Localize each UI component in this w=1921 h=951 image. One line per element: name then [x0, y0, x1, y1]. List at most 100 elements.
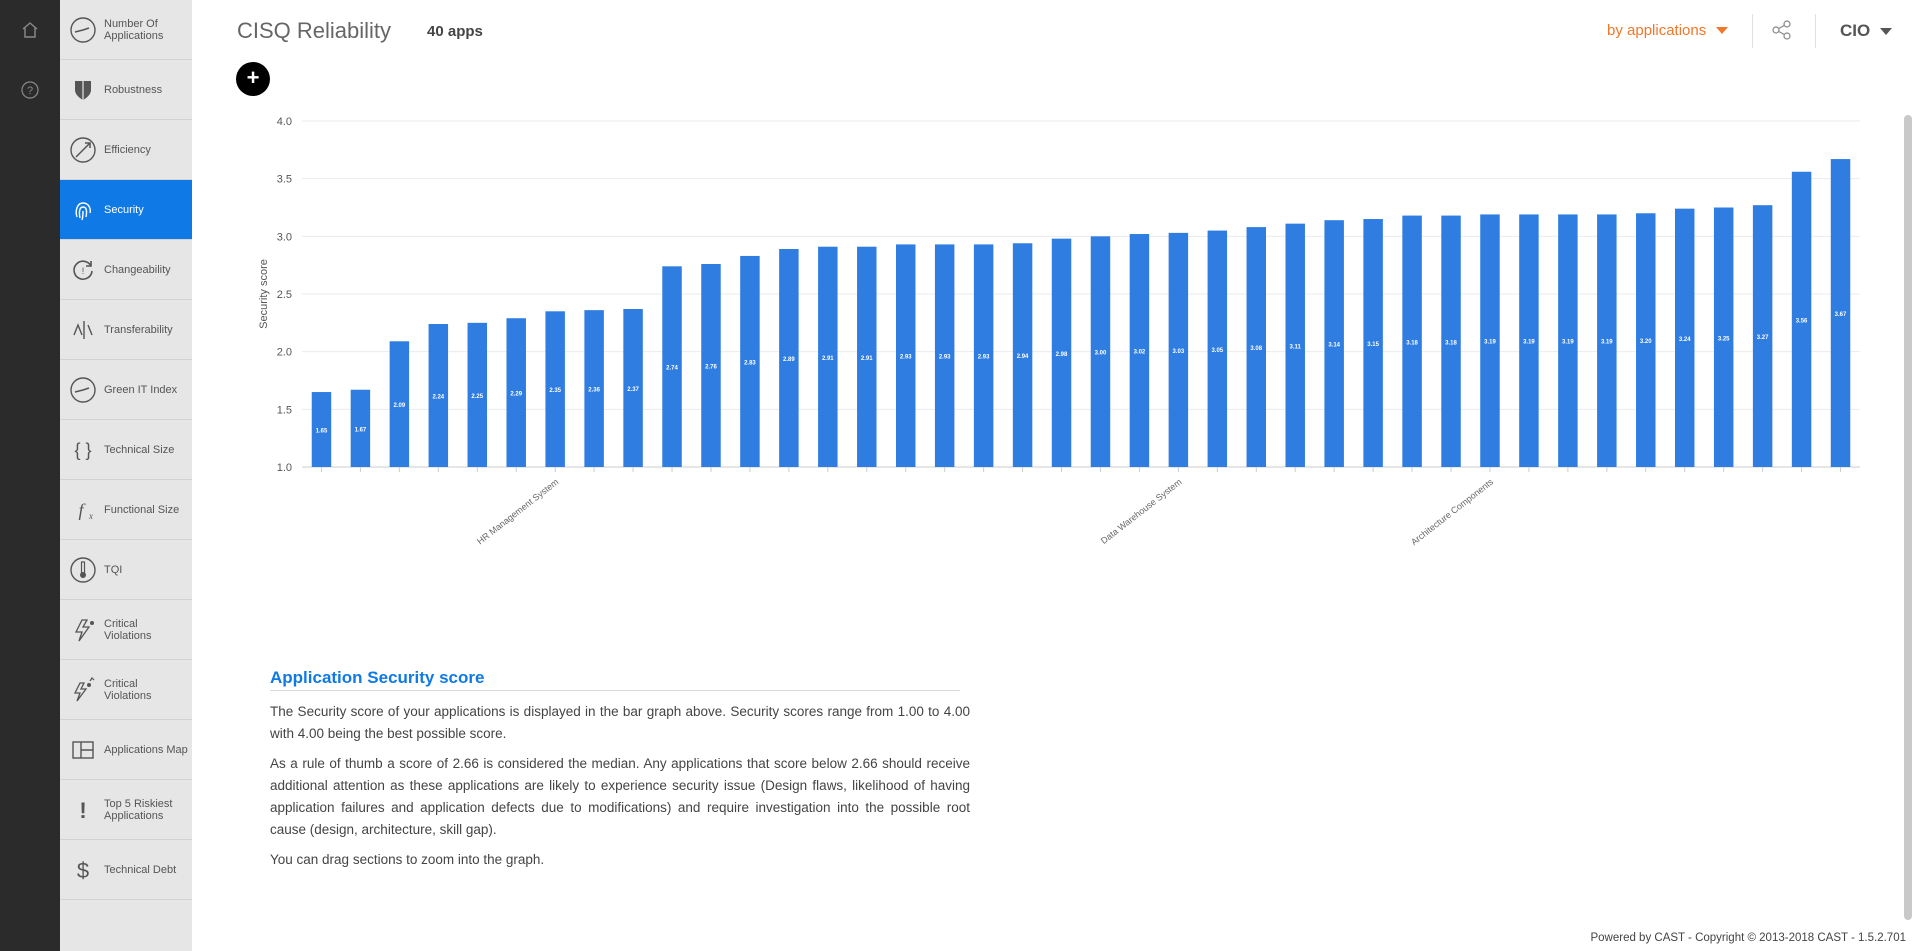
exclamation-icon: ! [68, 795, 98, 825]
data-label: 3.56 [1796, 318, 1808, 324]
map-icon [68, 735, 98, 765]
chart-bar [1441, 215, 1461, 467]
chart-bar [1324, 220, 1344, 467]
data-label: 2.37 [627, 387, 639, 393]
svg-text:$: $ [77, 858, 89, 883]
y-tick-label: 1.5 [277, 404, 292, 416]
sidebar-item-top-5-riskiest-applications[interactable]: ! Top 5 Riskiest Applications [60, 780, 192, 840]
data-label: 3.08 [1250, 346, 1262, 352]
lightning-icon [68, 615, 98, 645]
sidebar-item-robustness[interactable]: Robustness [60, 60, 192, 120]
chart-bar [1480, 214, 1500, 467]
applications-filter-dropdown[interactable]: by applications [1607, 22, 1729, 39]
chart-bar [1246, 227, 1267, 467]
data-label: 3.03 [1173, 349, 1185, 355]
speedometer-icon [68, 15, 98, 45]
sidebar-item-security[interactable]: Security [60, 180, 192, 240]
chart-bar [779, 249, 799, 467]
sidebar-item-applications-map[interactable]: Applications Map [60, 720, 192, 780]
sidebar-item-label: TQI [104, 563, 123, 576]
braces-icon: { } [68, 435, 98, 465]
y-tick-label: 2.0 [277, 347, 292, 359]
data-label: 3.27 [1757, 335, 1769, 341]
chart-bar [1674, 208, 1695, 468]
chart-bar [895, 244, 916, 467]
data-label: 3.02 [1134, 350, 1146, 356]
chart-bar [506, 318, 526, 467]
chart-bar [623, 308, 643, 467]
chart-bar [1713, 207, 1734, 467]
sidebar: Number Of Applications Robustness Efficien… [60, 0, 192, 951]
data-label: 1.65 [316, 429, 328, 435]
sidebar-item-label: Efficiency [104, 143, 151, 156]
add-button[interactable]: + [236, 62, 270, 96]
data-label: 2.24 [432, 394, 444, 400]
chart-bar [428, 323, 449, 467]
chart-bar [662, 266, 682, 467]
description-paragraph: The Security score of your applications … [270, 704, 970, 741]
home-icon[interactable] [18, 18, 42, 42]
x-tick-label: Architecture Components [1409, 476, 1496, 547]
help-icon[interactable]: ? [18, 78, 42, 102]
data-label: 2.91 [861, 356, 873, 362]
speedometer-icon [68, 375, 98, 405]
chart-bar [1090, 236, 1111, 467]
chart-bar [545, 311, 565, 467]
sidebar-item-technical-size[interactable]: { } Technical Size [60, 420, 192, 480]
data-label: 3.25 [1718, 336, 1730, 342]
data-label: 1.67 [355, 427, 367, 433]
data-label: 2.83 [744, 360, 756, 366]
sidebar-item-changeability[interactable]: ! Changeability [60, 240, 192, 300]
share-icon[interactable] [1770, 18, 1794, 42]
data-label: 3.05 [1211, 348, 1223, 354]
chart-bar [1051, 238, 1072, 467]
sidebar-item-critical-violations[interactable]: Critical Violations [60, 660, 192, 720]
sidebar-item-technical-debt[interactable]: $ Technical Debt [60, 840, 192, 900]
data-label: 3.18 [1406, 340, 1418, 346]
sidebar-item-label: Number Of Applications [104, 17, 164, 42]
sidebar-item-label: Critical Violations [104, 677, 152, 702]
sidebar-item-number-of-applications[interactable]: Number Of Applications [60, 0, 192, 60]
chart-bar [389, 341, 410, 467]
refresh-icon: ! [68, 255, 98, 285]
data-label: 3.14 [1328, 343, 1340, 349]
chart-bar [467, 322, 488, 467]
scrollbar[interactable] [1904, 115, 1912, 920]
description-title: Application Security score [270, 668, 960, 691]
chart-bar [1363, 219, 1383, 467]
data-label: 3.19 [1562, 340, 1574, 346]
chart-bar [1558, 214, 1578, 467]
sidebar-item-critical-violations[interactable]: Critical Violations [60, 600, 192, 660]
divider [1815, 14, 1816, 48]
chart-bar [350, 389, 371, 467]
chart-bar [1752, 205, 1773, 467]
chevron-down-icon [1880, 27, 1893, 35]
svg-text:x: x [88, 511, 93, 521]
chart-bar [1597, 214, 1617, 467]
sidebar-item-label: Applications Map [104, 743, 188, 756]
sidebar-item-functional-size[interactable]: f x Functional Size [60, 480, 192, 540]
data-label: 3.19 [1484, 340, 1496, 346]
chart-bar [1129, 234, 1150, 467]
sidebar-item-transferability[interactable]: Transferability [60, 300, 192, 360]
x-tick-label: HR Management System [475, 477, 560, 547]
data-label: 2.36 [588, 388, 600, 394]
sidebar-item-efficiency[interactable]: Efficiency [60, 120, 192, 180]
chart-bar [1402, 215, 1422, 467]
data-label: 3.00 [1095, 351, 1107, 357]
data-label: 2.74 [666, 366, 678, 372]
data-label: 2.91 [822, 356, 834, 362]
svg-text:!: ! [82, 266, 85, 276]
role-dropdown[interactable]: CIO [1840, 21, 1893, 41]
data-label: 3.19 [1601, 340, 1613, 346]
data-label: 3.15 [1367, 342, 1379, 348]
y-tick-label: 4.0 [277, 116, 292, 128]
security-score-bar-chart[interactable]: 1.0 1.5 2.0 2.5 3.0 3.5 4.0 Security score 1.65 1… [240, 100, 1870, 580]
sidebar-item-tqi[interactable]: TQI [60, 540, 192, 600]
chart-bar [1012, 243, 1033, 467]
data-label: 2.93 [978, 355, 990, 361]
y-tick-label: 1.0 [277, 462, 292, 474]
sidebar-item-green-it-index[interactable]: Green IT Index [60, 360, 192, 420]
data-label: 3.19 [1523, 340, 1535, 346]
data-label: 2.94 [1017, 354, 1029, 360]
